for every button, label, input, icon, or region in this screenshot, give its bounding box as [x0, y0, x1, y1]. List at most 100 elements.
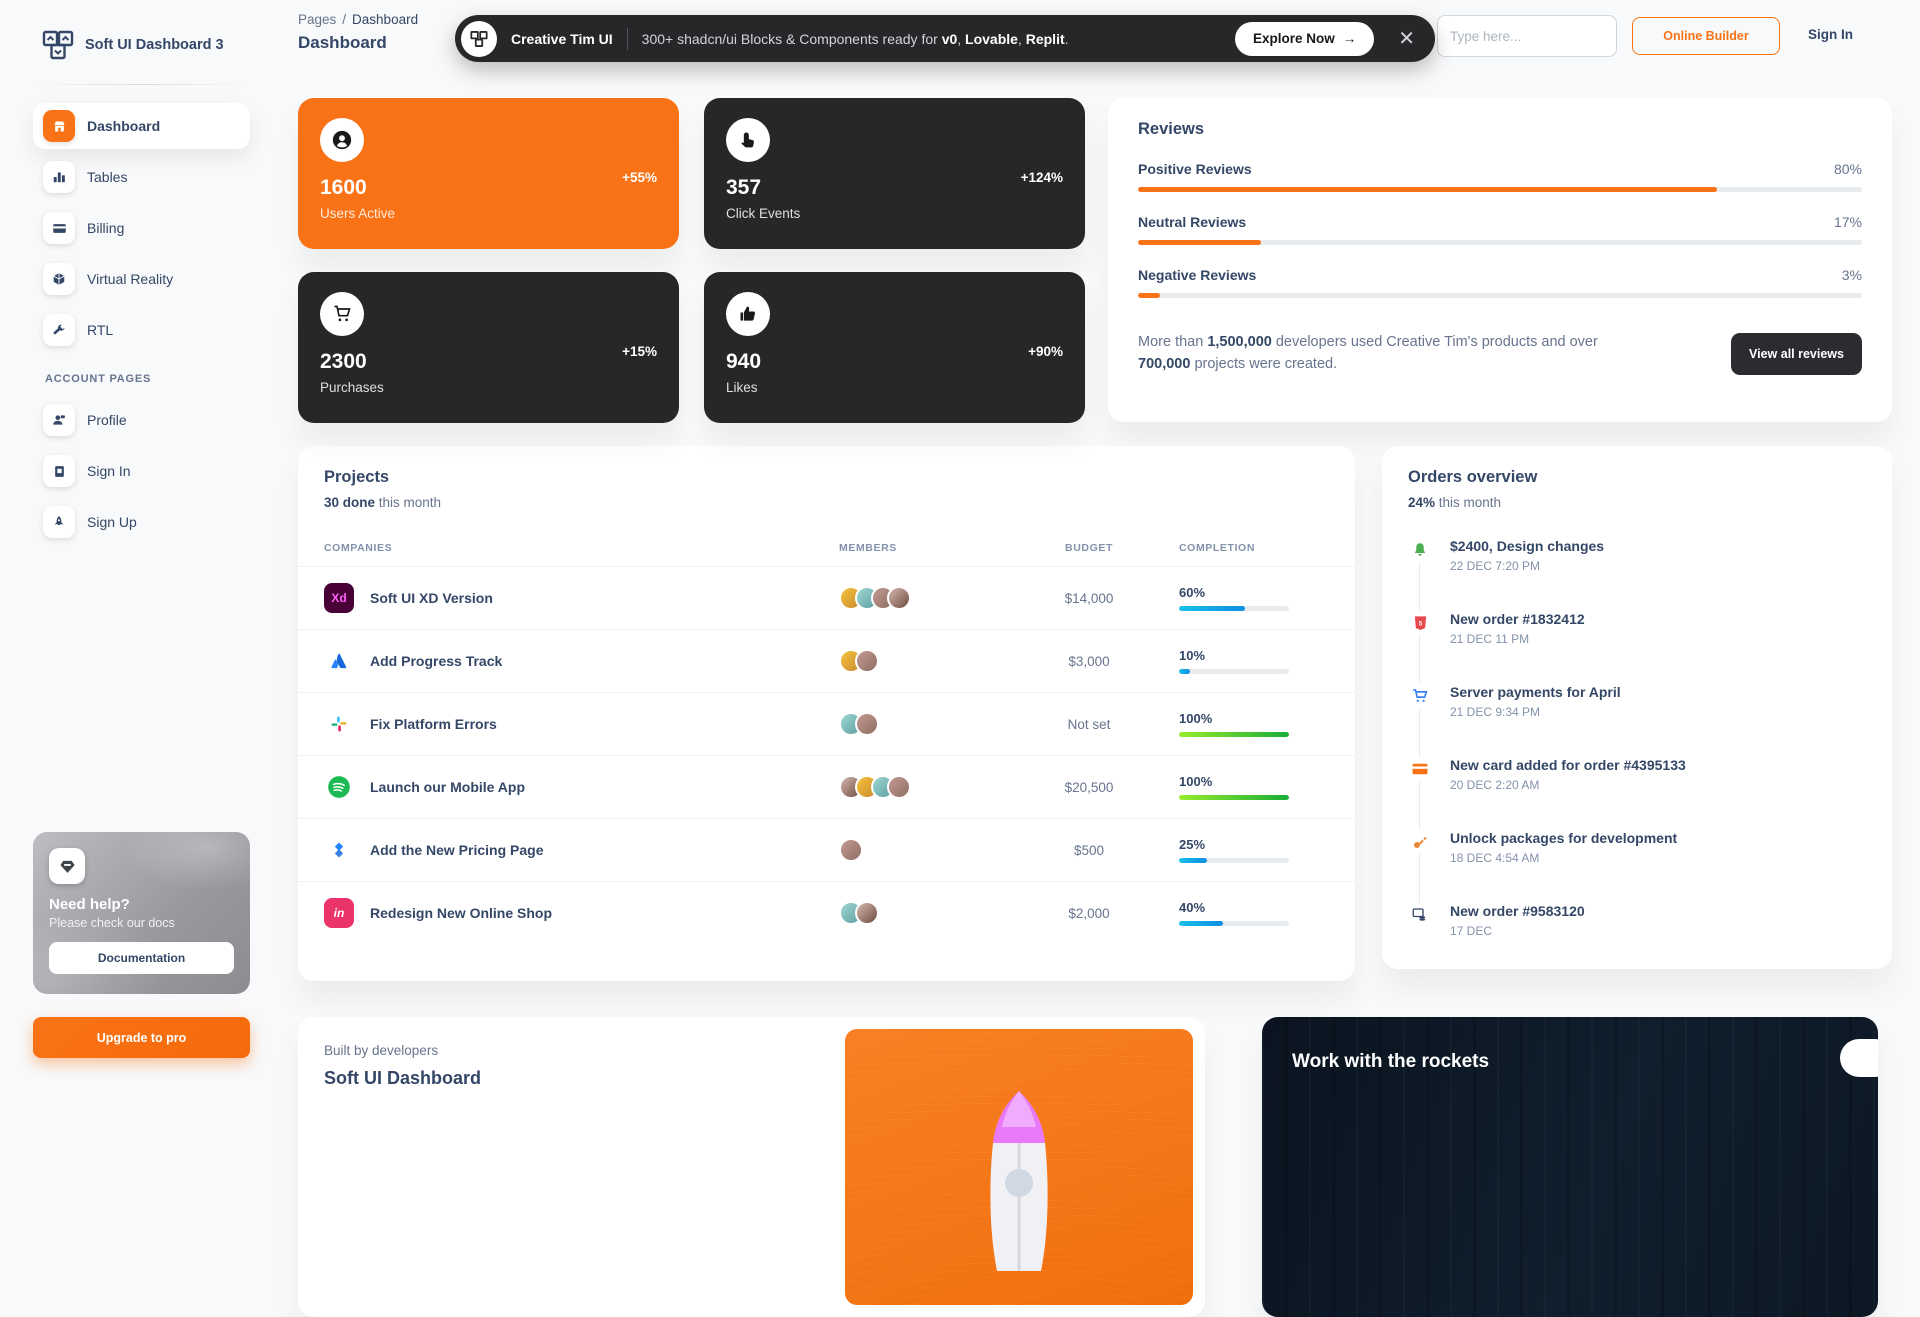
project-name: Soft UI XD Version	[370, 590, 493, 606]
review-item-neutral: Neutral Reviews 17%	[1138, 214, 1862, 245]
banner-divider	[626, 27, 628, 50]
view-all-reviews-button[interactable]: View all reviews	[1731, 332, 1862, 375]
completion-pct: 25%	[1179, 837, 1206, 852]
table-row: Fix Platform Errors Not set 100%	[298, 692, 1355, 755]
project-name: Launch our Mobile App	[370, 779, 526, 795]
project-budget: $2,000	[1068, 905, 1110, 921]
user-circle-icon	[320, 118, 364, 162]
adobe-xd-icon: Xd	[324, 583, 354, 613]
sidebar-item-billing[interactable]: Billing	[33, 205, 250, 251]
review-label: Negative Reviews	[1138, 267, 1257, 283]
order-date: 20 DEC 2:20 AM	[1450, 778, 1540, 792]
avatar[interactable]	[887, 775, 911, 799]
brand[interactable]: Soft UI Dashboard 3	[33, 28, 250, 62]
timeline-item: Unlock packages for development 18 DEC 4…	[1408, 830, 1866, 865]
review-label: Positive Reviews	[1138, 161, 1252, 177]
reviews-summary: More than 1,500,000 developers used Crea…	[1138, 334, 1598, 372]
sidebar-item-virtual-reality[interactable]: Virtual Reality	[33, 256, 250, 302]
sidebar-item-dashboard[interactable]: Dashboard	[33, 103, 250, 149]
cube-icon	[43, 263, 75, 295]
sidebar-item-sign-in[interactable]: Sign In	[33, 448, 250, 494]
person-icon	[43, 404, 75, 436]
store-icon	[43, 110, 75, 142]
projects-table: COMPANIES MEMBERS BUDGET COMPLETION Xd S…	[298, 532, 1355, 944]
project-budget: Not set	[1067, 716, 1111, 732]
promo-banner: Creative Tim UI 300+ shadcn/ui Blocks & …	[455, 15, 1435, 62]
review-pct: 3%	[1841, 267, 1862, 283]
banner-brand: Creative Tim UI	[511, 30, 613, 47]
avatar[interactable]	[855, 712, 879, 736]
avatar[interactable]	[855, 649, 879, 673]
review-bar	[1138, 293, 1160, 298]
avatar[interactable]	[887, 586, 911, 610]
stat-label: Likes	[726, 380, 758, 395]
project-budget: $20,500	[1064, 779, 1114, 795]
spotify-icon	[324, 772, 354, 802]
stat-label: Purchases	[320, 380, 384, 395]
sidebar-item-profile[interactable]: Profile	[33, 397, 250, 443]
avatar[interactable]	[839, 838, 863, 862]
order-date: 21 DEC 9:34 PM	[1450, 705, 1541, 719]
review-bar	[1138, 187, 1718, 192]
sidebar-item-label: Billing	[87, 220, 125, 236]
brand-name: Soft UI Dashboard 3	[85, 37, 224, 53]
work-with-rockets-card: Work with the rockets	[1262, 1017, 1878, 1317]
member-avatars	[839, 775, 911, 799]
document-icon	[43, 455, 75, 487]
stat-delta: +55%	[622, 170, 657, 185]
order-title: New order #1832412	[1450, 611, 1585, 627]
explore-now-button[interactable]: Explore Now →	[1234, 21, 1375, 56]
stat-label: Click Events	[726, 206, 801, 221]
cart-icon	[1408, 684, 1432, 708]
sidebar: Soft UI Dashboard 3 Dashboard Tables Bil…	[0, 0, 266, 1080]
project-budget: $14,000	[1064, 590, 1114, 606]
order-date: 22 DEC 7:20 PM	[1450, 559, 1541, 573]
upgrade-to-pro-button[interactable]: Upgrade to pro	[33, 1017, 250, 1058]
review-bar	[1138, 240, 1262, 245]
credit-card-icon	[43, 212, 75, 244]
stat-value: 940	[726, 350, 762, 373]
diamond-icon	[49, 848, 85, 884]
invision-icon: in	[324, 898, 354, 928]
sidebar-item-label: RTL	[87, 322, 114, 338]
stat-value: 2300	[320, 350, 367, 373]
breadcrumb-separator: /	[342, 12, 347, 27]
search-input[interactable]	[1437, 15, 1617, 57]
member-avatars	[839, 838, 863, 862]
column-header-completion: COMPLETION	[1179, 542, 1255, 554]
avatar[interactable]	[855, 901, 879, 925]
project-name: Fix Platform Errors	[370, 716, 497, 732]
timeline-item: 5 New order #1832412 21 DEC 11 PM	[1408, 611, 1866, 646]
order-date: 18 DEC 4:54 AM	[1450, 851, 1540, 865]
key-icon	[1408, 830, 1432, 854]
brand-logo-icon	[41, 28, 75, 62]
review-pct: 17%	[1833, 214, 1862, 230]
sign-in-link[interactable]: Sign In	[1808, 27, 1853, 42]
orders-timeline: $2400, Design changes 22 DEC 7:20 PM 5 N…	[1408, 538, 1866, 938]
reviews-card: Reviews Positive Reviews 80% Neutral Rev…	[1108, 98, 1892, 422]
rocket-image	[845, 1029, 1193, 1305]
documentation-button[interactable]: Documentation	[49, 942, 234, 974]
timeline-item: New order #9583120 17 DEC	[1408, 903, 1866, 938]
timeline-item: Server payments for April 21 DEC 9:34 PM	[1408, 684, 1866, 719]
rockets-title: Work with the rockets	[1292, 1051, 1490, 1072]
sidebar-item-sign-up[interactable]: Sign Up	[33, 499, 250, 545]
completion-bar	[1179, 669, 1190, 674]
sidebar-item-label: Sign Up	[87, 514, 137, 530]
html5-icon: 5	[1408, 611, 1432, 635]
breadcrumb-root[interactable]: Pages	[298, 12, 337, 27]
credit-card-icon	[1408, 757, 1432, 781]
jira-icon	[324, 835, 354, 865]
sidebar-item-rtl[interactable]: RTL	[33, 307, 250, 353]
sidebar-divider	[37, 84, 246, 85]
breadcrumb: Pages / Dashboard	[298, 12, 418, 27]
table-row: Add the New Pricing Page $500 25%	[298, 818, 1355, 881]
online-builder-button[interactable]: Online Builder	[1632, 17, 1780, 55]
review-item-negative: Negative Reviews 3%	[1138, 267, 1862, 298]
sidebar-item-label: Profile	[87, 412, 127, 428]
member-avatars	[839, 649, 879, 673]
stat-value: 1600	[320, 176, 367, 199]
column-header-companies: COMPANIES	[324, 542, 393, 554]
close-icon[interactable]: ✕	[1388, 29, 1425, 49]
sidebar-item-tables[interactable]: Tables	[33, 154, 250, 200]
